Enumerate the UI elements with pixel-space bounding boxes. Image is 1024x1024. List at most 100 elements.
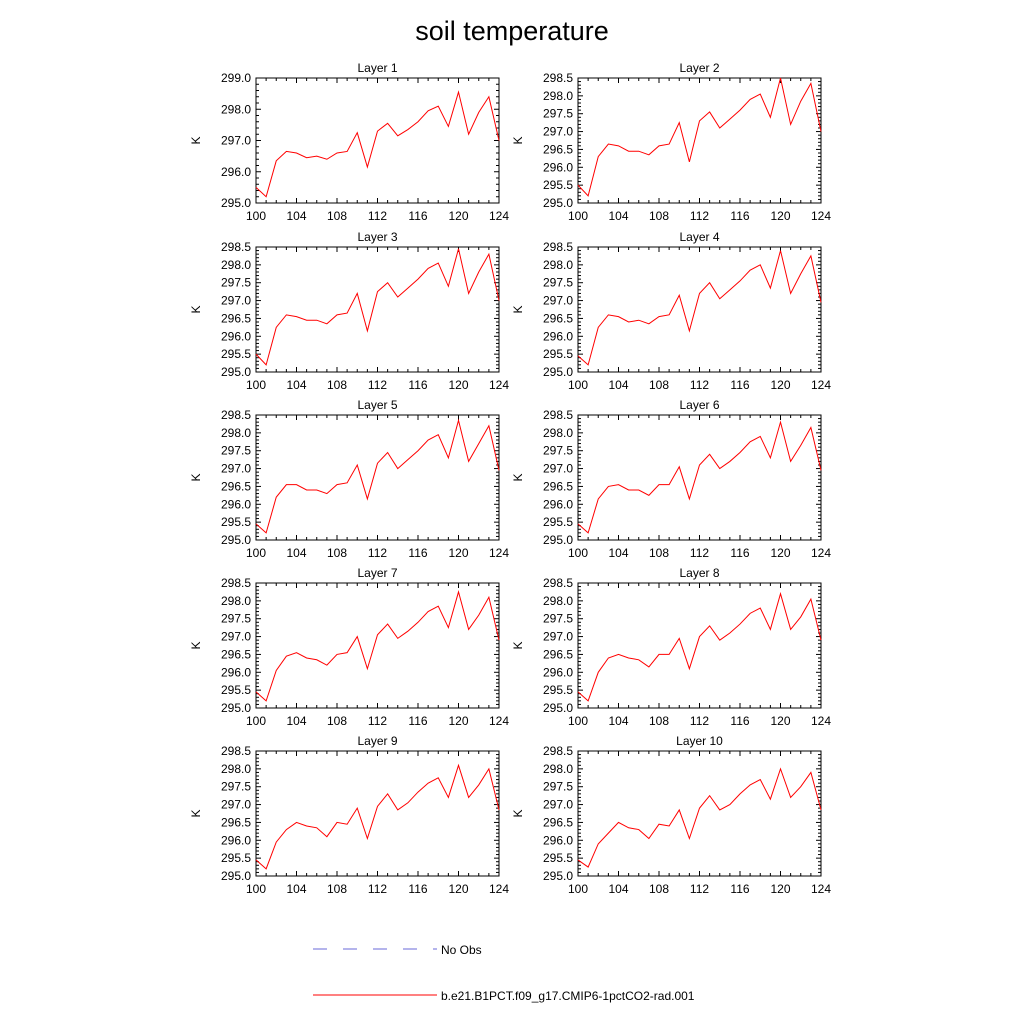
y-axis-label: K [189,473,203,481]
x-tick-label: 124 [811,209,831,223]
x-tick-label: 100 [568,546,588,560]
legend: No Obs b.e21.B1PCT.f09_g17.CMIP6-1pctCO2-… [313,943,695,1003]
y-axis-label: K [511,641,525,649]
y-tick-label: 296.5 [543,647,573,661]
x-tick-label: 100 [246,882,266,896]
y-tick-label: 297.5 [543,107,573,121]
panel-layer-7: Layer 7 K 100 104 108 112 116 120 124 295.0 295.5 2… [189,566,509,728]
y-tick-label: 297.5 [221,276,251,290]
y-tick-label: 295.5 [543,347,573,361]
x-tick-label: 100 [246,714,266,728]
x-tick-label: 120 [448,714,468,728]
series-line [255,590,500,702]
y-tick-label: 298.5 [543,240,573,254]
x-tick-label: 104 [286,209,306,223]
x-tick-label: 104 [286,546,306,560]
x-tick-label: 112 [368,546,387,560]
panel-layer-6: Layer 6 K 100 104 108 112 116 120 124 295.0 295.5 2… [511,398,831,560]
y-tick-label: 298.5 [543,744,573,758]
y-tick-label: 297.0 [221,294,251,308]
x-tick-label: 104 [608,882,628,896]
panel-layer-8: Layer 8 K 100 104 108 112 116 120 124 295.0 295.5 2… [511,566,831,728]
y-tick-label: 297.5 [543,612,573,626]
y-tick-label: 297.0 [221,134,251,148]
x-tick-label: 120 [770,378,790,392]
x-tick-label: 112 [690,546,709,560]
plot-frame [255,582,500,709]
x-tick-label: 116 [730,378,749,392]
y-tick-label: 296.0 [221,833,251,847]
x-tick-label: 108 [327,378,347,392]
x-tick-label: 104 [286,378,306,392]
y-tick-label: 298.0 [543,258,573,272]
x-tick-label: 116 [730,882,749,896]
x-tick-label: 112 [690,378,709,392]
y-tick-label: 298.5 [543,408,573,422]
y-tick-label: 295.5 [543,683,573,697]
x-tick-label: 116 [730,209,749,223]
y-tick-label: 296.0 [543,160,573,174]
y-axis-label: K [189,305,203,313]
y-tick-label: 297.0 [543,798,573,812]
y-tick-label: 295.0 [543,533,573,547]
series-line [577,591,822,702]
y-tick-label: 297.5 [221,780,251,794]
y-tick-label: 297.0 [221,462,251,476]
panel-layer-3: Layer 3 K 100 104 108 112 116 120 124 295.0 295.5 2… [189,230,509,392]
x-tick-label: 120 [770,209,790,223]
y-tick-label: 296.0 [221,665,251,679]
y-tick-label: 296.5 [543,142,573,156]
y-tick-label: 297.0 [543,630,573,644]
x-tick-label: 112 [368,882,387,896]
y-tick-label: 298.0 [543,594,573,608]
series-line [577,77,822,197]
y-axis-label: K [511,305,525,313]
x-tick-label: 120 [448,882,468,896]
y-tick-label: 295.5 [221,851,251,865]
panel-title: Layer 8 [679,566,719,580]
x-tick-label: 100 [568,882,588,896]
x-tick-label: 104 [286,714,306,728]
y-tick-label: 298.5 [543,71,573,85]
x-tick-label: 116 [408,714,427,728]
y-tick-label: 296.0 [543,833,573,847]
x-tick-label: 116 [408,882,427,896]
x-tick-label: 100 [246,546,266,560]
x-tick-label: 124 [489,714,509,728]
panel-title: Layer 4 [679,230,719,244]
y-tick-label: 296.0 [221,329,251,343]
y-tick-label: 297.0 [543,462,573,476]
y-tick-label: 296.5 [221,647,251,661]
y-tick-label: 298.0 [221,258,251,272]
x-tick-label: 112 [690,714,709,728]
panel-title: Layer 7 [357,566,397,580]
y-axis-label: K [189,136,203,144]
y-tick-label: 297.0 [543,294,573,308]
y-tick-label: 298.0 [221,762,251,776]
x-tick-label: 112 [368,714,387,728]
y-tick-label: 295.0 [543,701,573,715]
x-tick-label: 108 [649,714,669,728]
panel-title: Layer 10 [676,734,723,748]
plot-frame [577,750,822,877]
y-tick-label: 295.0 [221,533,251,547]
y-tick-label: 298.5 [543,576,573,590]
y-axis-label: K [189,641,203,649]
plot-frame [577,414,822,541]
y-tick-label: 295.0 [221,365,251,379]
series-line [255,418,500,534]
y-tick-label: 298.0 [543,426,573,440]
panel-layer-10: Layer 10 K 100 104 108 112 116 120 124 295.0 295.5… [511,734,831,896]
x-tick-label: 108 [327,209,347,223]
series-line [255,763,500,870]
series-line [577,767,822,868]
series-line [255,90,500,198]
y-tick-label: 297.0 [221,630,251,644]
x-tick-label: 104 [608,209,628,223]
y-axis-label: K [511,136,525,144]
y-tick-label: 296.0 [543,329,573,343]
x-tick-label: 124 [489,882,509,896]
x-tick-label: 104 [608,546,628,560]
x-tick-label: 120 [770,546,790,560]
panel-title: Layer 9 [357,734,397,748]
